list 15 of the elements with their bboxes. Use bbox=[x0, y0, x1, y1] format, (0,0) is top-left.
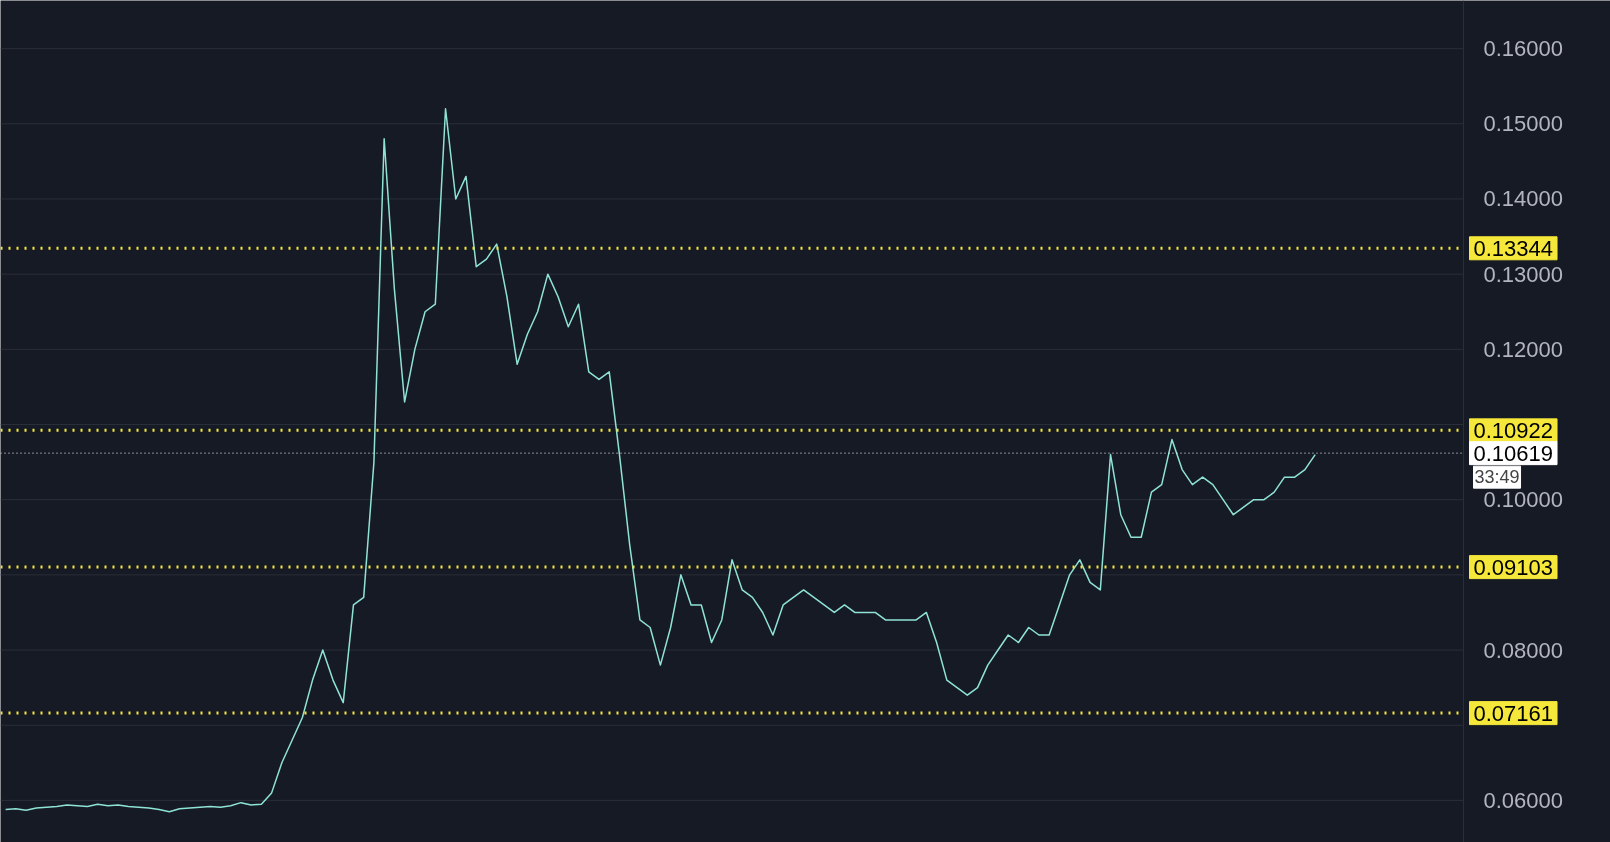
ref-line-label: 0.10619 bbox=[1473, 440, 1554, 466]
y-tick-label: 0.10000 bbox=[1483, 487, 1564, 513]
y-tick-label: 0.14000 bbox=[1483, 186, 1564, 212]
ref-line-label: 0.09103 bbox=[1473, 554, 1554, 580]
ref-line-label: 0.13344 bbox=[1473, 235, 1554, 261]
y-tick-label: 0.08000 bbox=[1483, 637, 1564, 663]
y-tick-label: 0.12000 bbox=[1483, 336, 1564, 362]
text: 33:49 bbox=[1474, 467, 1520, 488]
line-series bbox=[4, 108, 1316, 813]
y-tick-label: 0.13000 bbox=[1483, 261, 1564, 287]
y-tick-label: 0.15000 bbox=[1483, 111, 1564, 137]
ref-line-label: 0.07161 bbox=[1473, 700, 1554, 726]
y-tick-label: 0.16000 bbox=[1483, 36, 1564, 62]
ref-line-label: 0.10922 bbox=[1473, 417, 1554, 443]
y-tick-label: 0.06000 bbox=[1483, 787, 1564, 813]
